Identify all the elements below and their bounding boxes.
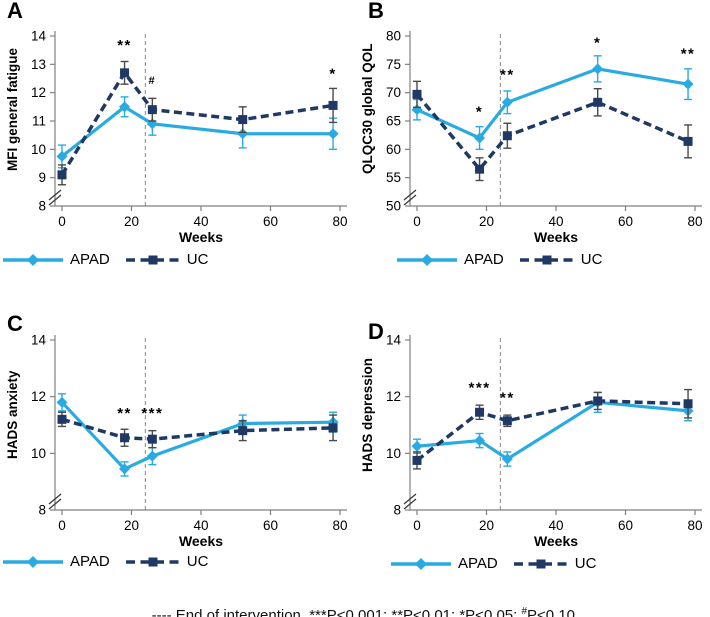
svg-text:60: 60 — [386, 142, 401, 157]
svg-text:*: * — [594, 34, 601, 51]
legend-uc-label: UC — [574, 555, 597, 572]
legend-uc-line-icon — [513, 557, 568, 571]
svg-text:14: 14 — [386, 333, 402, 348]
svg-text:**: ** — [681, 46, 696, 63]
panel-d-x-axis-label: Weeks — [533, 533, 579, 549]
svg-text:40: 40 — [193, 518, 208, 532]
svg-text:***: *** — [141, 405, 163, 422]
panel-b-letter: B — [368, 0, 384, 23]
legend-apad-label: APAD — [464, 251, 504, 268]
svg-text:70: 70 — [386, 85, 401, 100]
svg-text:**: ** — [500, 67, 515, 84]
svg-text:80: 80 — [687, 214, 702, 228]
legend-apad-line-icon — [397, 253, 457, 267]
svg-text:14: 14 — [31, 333, 47, 348]
legend-uc-line-icon — [125, 555, 180, 569]
legend-uc-line-icon — [519, 253, 574, 267]
svg-text:8: 8 — [38, 199, 46, 214]
svg-text:9: 9 — [38, 170, 46, 185]
caption-main: ---- End of intervention. ***P<0.001; **… — [151, 607, 522, 617]
svg-text:20: 20 — [479, 518, 494, 532]
svg-text:10: 10 — [31, 142, 46, 157]
svg-text:0: 0 — [58, 518, 66, 532]
svg-text:0: 0 — [58, 214, 66, 228]
svg-text:65: 65 — [386, 114, 401, 129]
panel-d-legend: APAD UC — [391, 555, 596, 572]
svg-text:60: 60 — [263, 214, 278, 228]
panel-a-legend: APAD UC — [3, 251, 208, 268]
panel-d: D HADS depression 8 10 12 14 0 20 40 60 80 *** ** … — [355, 300, 710, 580]
svg-text:0: 0 — [413, 214, 421, 228]
svg-text:50: 50 — [386, 199, 401, 214]
svg-text:60: 60 — [263, 518, 278, 532]
svg-text:80: 80 — [332, 214, 347, 228]
panel-b-legend: APAD UC — [397, 251, 602, 268]
svg-text:20: 20 — [124, 214, 139, 228]
chart-mfi-general-fatigue: 8 9 10 11 12 13 14 0 20 40 60 80 ** # * — [31, 29, 348, 229]
svg-text:11: 11 — [32, 114, 46, 129]
svg-text:12: 12 — [31, 389, 46, 404]
panel-c: C HADS anxiety 8 10 12 14 0 20 40 60 80 ** *** Wee… — [0, 300, 355, 580]
svg-text:8: 8 — [38, 503, 46, 518]
svg-text:20: 20 — [124, 518, 139, 532]
svg-text:*: * — [329, 66, 336, 83]
caption-tail: P<0.10 — [527, 607, 576, 617]
panel-a: A MFI general fatigue 8 9 10 11 12 13 14 0 20 40 6… — [0, 0, 355, 300]
svg-text:12: 12 — [31, 85, 46, 100]
svg-text:*: * — [476, 103, 483, 120]
svg-text:10: 10 — [31, 446, 46, 461]
svg-text:20: 20 — [479, 214, 494, 228]
svg-text:***: *** — [469, 379, 491, 396]
legend-uc-label: UC — [186, 553, 209, 570]
caption-hash-superscript: # — [521, 606, 528, 617]
legend-apad-label: APAD — [70, 251, 110, 268]
panel-c-letter: C — [7, 311, 23, 336]
legend-uc-line-icon — [125, 253, 180, 267]
svg-text:14: 14 — [31, 29, 47, 44]
svg-text:10: 10 — [386, 446, 401, 461]
svg-text:8: 8 — [393, 503, 401, 518]
svg-text:80: 80 — [332, 518, 347, 532]
panel-a-letter: A — [7, 0, 23, 23]
svg-text:#: # — [149, 75, 157, 87]
legend-uc-label: UC — [580, 251, 603, 268]
panel-b: B QLQC30 global QOL 50 55 60 65 70 75 80 0 20 40 6… — [355, 0, 710, 300]
svg-text:80: 80 — [687, 518, 702, 532]
svg-text:**: ** — [500, 389, 515, 406]
panel-c-x-axis-label: Weeks — [178, 533, 224, 549]
panel-d-letter: D — [368, 319, 384, 344]
svg-text:60: 60 — [618, 518, 633, 532]
panel-b-x-axis-label: Weeks — [533, 229, 579, 245]
svg-text:0: 0 — [413, 518, 421, 532]
legend-uc-label: UC — [186, 251, 209, 268]
svg-text:40: 40 — [548, 518, 563, 532]
legend-apad-line-icon — [3, 555, 63, 569]
svg-text:55: 55 — [386, 170, 401, 185]
svg-text:**: ** — [117, 405, 132, 422]
figure-caption: ---- End of intervention. ***P<0.001; **… — [0, 589, 710, 617]
svg-text:80: 80 — [386, 29, 401, 44]
svg-text:13: 13 — [31, 57, 46, 72]
svg-text:40: 40 — [193, 214, 208, 228]
legend-apad-label: APAD — [70, 553, 110, 570]
svg-text:12: 12 — [386, 389, 401, 404]
svg-text:75: 75 — [386, 57, 401, 72]
legend-apad-line-icon — [391, 557, 451, 571]
legend-apad-line-icon — [3, 253, 63, 267]
panel-a-x-axis-label: Weeks — [178, 229, 224, 245]
svg-text:**: ** — [117, 37, 132, 54]
panel-c-legend: APAD UC — [3, 553, 208, 570]
legend-apad-label: APAD — [458, 555, 498, 572]
svg-text:40: 40 — [548, 214, 563, 228]
svg-text:60: 60 — [618, 214, 633, 228]
